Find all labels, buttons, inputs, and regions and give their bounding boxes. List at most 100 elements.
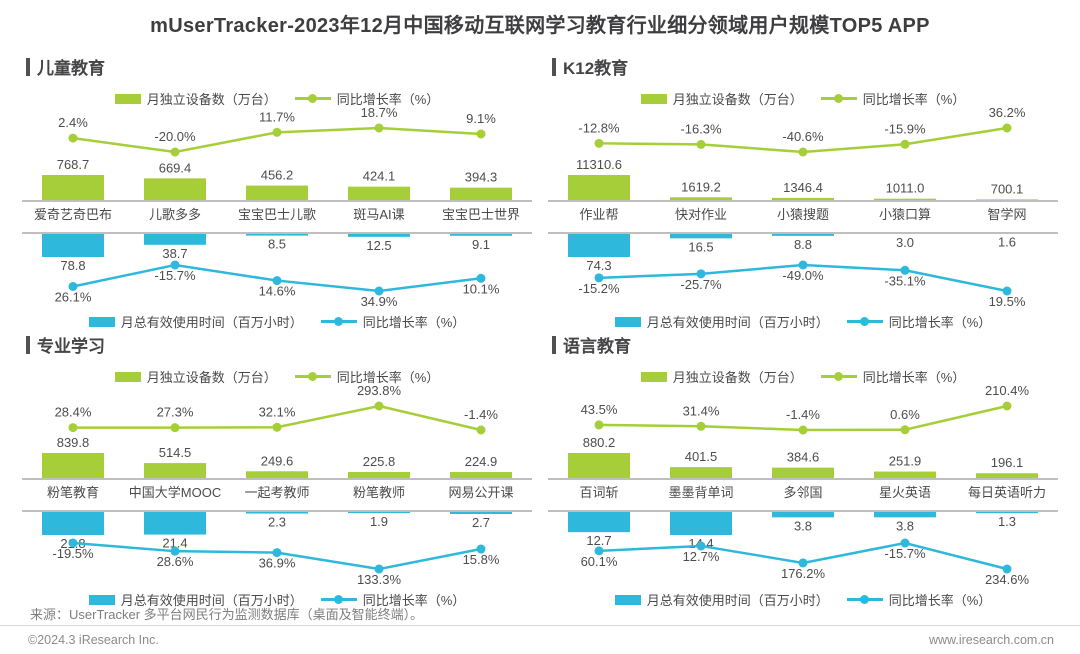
growth-dot (696, 541, 706, 551)
device-bar (42, 175, 104, 201)
legend-item-usage: 月总有效使用时间（百万小时） (614, 312, 829, 331)
device-bar (246, 185, 308, 201)
copyright: ©2024.3 iResearch Inc. (28, 633, 159, 647)
app-name: 儿歌多多 (148, 207, 201, 222)
usage-bar (450, 233, 512, 236)
growth-dot (374, 564, 384, 574)
line-marker-dot (307, 372, 317, 381)
growth-dot (798, 147, 808, 157)
section-title: 语言教育 (563, 337, 631, 356)
device-value-label: 456.2 (261, 168, 294, 183)
growth-dot (594, 420, 604, 430)
bar-swatch-icon (614, 594, 641, 605)
growth-dot (170, 546, 180, 556)
bar-swatch-icon (114, 371, 141, 382)
device-growth-label: -40.6% (782, 129, 824, 144)
app-name: 宝宝巴士儿歌 (237, 207, 316, 222)
growth-dot (170, 260, 180, 270)
usage-growth-label: 12.7% (683, 549, 720, 564)
legend-usage-label: 月总有效使用时间（百万小时） (120, 593, 303, 608)
bar-swatch-icon (88, 316, 115, 327)
growth-dot (68, 538, 78, 548)
usage-bar (568, 233, 630, 257)
section-marker-bar (26, 335, 30, 354)
usage-value-label: 2.3 (268, 515, 286, 530)
usage-growth-label: -35.1% (884, 273, 926, 288)
app-name: 一起考教师 (244, 485, 310, 500)
device-value-label: 768.7 (57, 157, 90, 172)
growth-dot (68, 133, 78, 143)
legend-usage-label: 月总有效使用时间（百万小时） (646, 593, 829, 608)
usage-growth-label: -15.7% (154, 268, 196, 283)
line-marker-dot (833, 372, 843, 381)
line-marker-dot (333, 595, 343, 604)
legend-item-growth: 同比增长率（%） (320, 312, 465, 331)
legend-devices: 月独立设备数（万台） 同比增长率（%） (22, 89, 532, 108)
app-name: 多邻国 (783, 485, 823, 500)
growth-dot (798, 425, 808, 435)
growth-dot (272, 127, 282, 137)
usage-value-label: 74.3 (586, 258, 611, 273)
usage-bar (976, 511, 1038, 514)
usage-bar (42, 233, 104, 257)
device-value-label: 225.8 (363, 454, 396, 469)
legend-devices-label: 月独立设备数（万台） (672, 92, 803, 107)
legend-item-growth: 同比增长率（%） (846, 590, 991, 609)
devices-chart: 768.7 669.4 456.2 424.1 394.3 2.4% -20.0% 11.7%… (22, 105, 532, 202)
growth-dot (374, 401, 384, 411)
legend-devices-label: 月独立设备数（万台） (672, 370, 803, 385)
usage-value-label: 3.0 (896, 235, 914, 250)
device-growth-label: 9.1% (466, 111, 496, 126)
device-growth-label: -20.0% (154, 129, 196, 144)
growth-dot (900, 139, 910, 149)
usage-value-label: 3.8 (896, 518, 914, 533)
app-name: 每日英语听力 (967, 485, 1046, 500)
legend-item-growth: 同比增长率（%） (320, 590, 466, 609)
usage-chart: 78.8 38.7 8.5 12.5 9.1 26.1% -15.7% 14.6% 34.9% 1… (22, 232, 532, 309)
usage-bar (670, 233, 732, 239)
chart-panel: 语言教育 月独立设备数（万台） 同比增长率（%） 880.2 401.5 384.6… (548, 330, 1058, 609)
device-growth-label: -1.4% (464, 407, 498, 422)
device-growth-label: 11.7% (259, 109, 295, 124)
legend-growth-label: 同比增长率（%） (362, 593, 466, 608)
chart-panel: K12教育 月独立设备数（万台） 同比增长率（%） 11310.6 1619.2 1… (548, 52, 1058, 331)
device-growth-label: 210.4% (985, 383, 1030, 398)
growth-dot (170, 147, 180, 157)
app-name: 快对作业 (674, 207, 727, 222)
section-title: 专业学习 (37, 337, 105, 356)
legend-usage: 月总有效使用时间（百万小时） 同比增长率（%） (22, 312, 532, 331)
device-bar (772, 467, 834, 479)
usage-bar (874, 511, 936, 518)
device-bar (348, 186, 410, 201)
usage-bar (450, 511, 512, 514)
device-value-label: 249.6 (261, 453, 294, 468)
device-value-label: 384.6 (787, 450, 820, 465)
bar-swatch-icon (640, 93, 667, 104)
legend-growth-label: 同比增长率（%） (862, 92, 966, 107)
device-bar (450, 472, 512, 479)
device-value-label: 224.9 (465, 454, 498, 469)
growth-dot (696, 421, 706, 431)
devices-chart: 839.8 514.5 249.6 225.8 224.9 28.4% 27.3% 32.1%… (22, 383, 532, 480)
growth-dot (594, 273, 604, 283)
usage-value-label: 3.8 (794, 518, 812, 533)
device-value-label: 514.5 (159, 445, 192, 460)
growth-dot (798, 260, 808, 270)
growth-dot (798, 558, 808, 568)
usage-growth-label: -49.0% (782, 268, 824, 283)
devices-chart: 880.2 401.5 384.6 251.9 196.1 43.5% 31.4% -1.4%… (548, 383, 1058, 480)
legend-item-usage: 月总有效使用时间（百万小时） (88, 312, 303, 331)
usage-value-label: 8.8 (794, 237, 812, 252)
bar-swatch-icon (614, 316, 641, 327)
bar-swatch-icon (88, 594, 115, 605)
usage-growth-label: -25.7% (680, 277, 722, 292)
device-growth-label: -16.3% (680, 121, 722, 136)
device-bar (772, 197, 834, 201)
usage-growth-label: 36.9% (259, 556, 296, 571)
usage-value-label: 1.3 (998, 514, 1016, 529)
line-marker-dot (307, 94, 317, 103)
device-bar (874, 471, 936, 479)
device-value-label: 251.9 (889, 454, 922, 469)
line-marker-icon (820, 94, 857, 103)
usage-growth-label: 26.1% (55, 289, 92, 304)
